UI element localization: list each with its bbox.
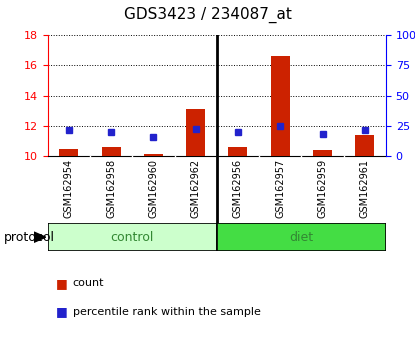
Text: protocol: protocol bbox=[4, 231, 55, 244]
Text: ■: ■ bbox=[56, 305, 68, 318]
Text: GSM162960: GSM162960 bbox=[149, 159, 159, 218]
Bar bbox=[102, 148, 121, 156]
Text: GDS3423 / 234087_at: GDS3423 / 234087_at bbox=[124, 7, 291, 23]
FancyBboxPatch shape bbox=[48, 223, 217, 251]
Polygon shape bbox=[34, 232, 46, 242]
Bar bbox=[144, 154, 163, 156]
Text: ■: ■ bbox=[56, 277, 68, 290]
Text: GSM162956: GSM162956 bbox=[233, 159, 243, 218]
Bar bbox=[186, 109, 205, 156]
FancyBboxPatch shape bbox=[217, 223, 386, 251]
Bar bbox=[271, 56, 290, 156]
Bar bbox=[59, 149, 78, 156]
Text: GSM162957: GSM162957 bbox=[275, 159, 285, 218]
Text: GSM162961: GSM162961 bbox=[360, 159, 370, 218]
Text: GSM162962: GSM162962 bbox=[191, 159, 201, 218]
Bar bbox=[229, 148, 247, 156]
Text: diet: diet bbox=[289, 231, 313, 244]
Text: GSM162954: GSM162954 bbox=[64, 159, 74, 218]
Text: GSM162959: GSM162959 bbox=[317, 159, 327, 218]
Text: control: control bbox=[110, 231, 154, 244]
Bar bbox=[313, 150, 332, 156]
Text: percentile rank within the sample: percentile rank within the sample bbox=[73, 307, 261, 316]
Text: count: count bbox=[73, 278, 104, 288]
Bar bbox=[355, 136, 374, 156]
Text: GSM162958: GSM162958 bbox=[106, 159, 116, 218]
